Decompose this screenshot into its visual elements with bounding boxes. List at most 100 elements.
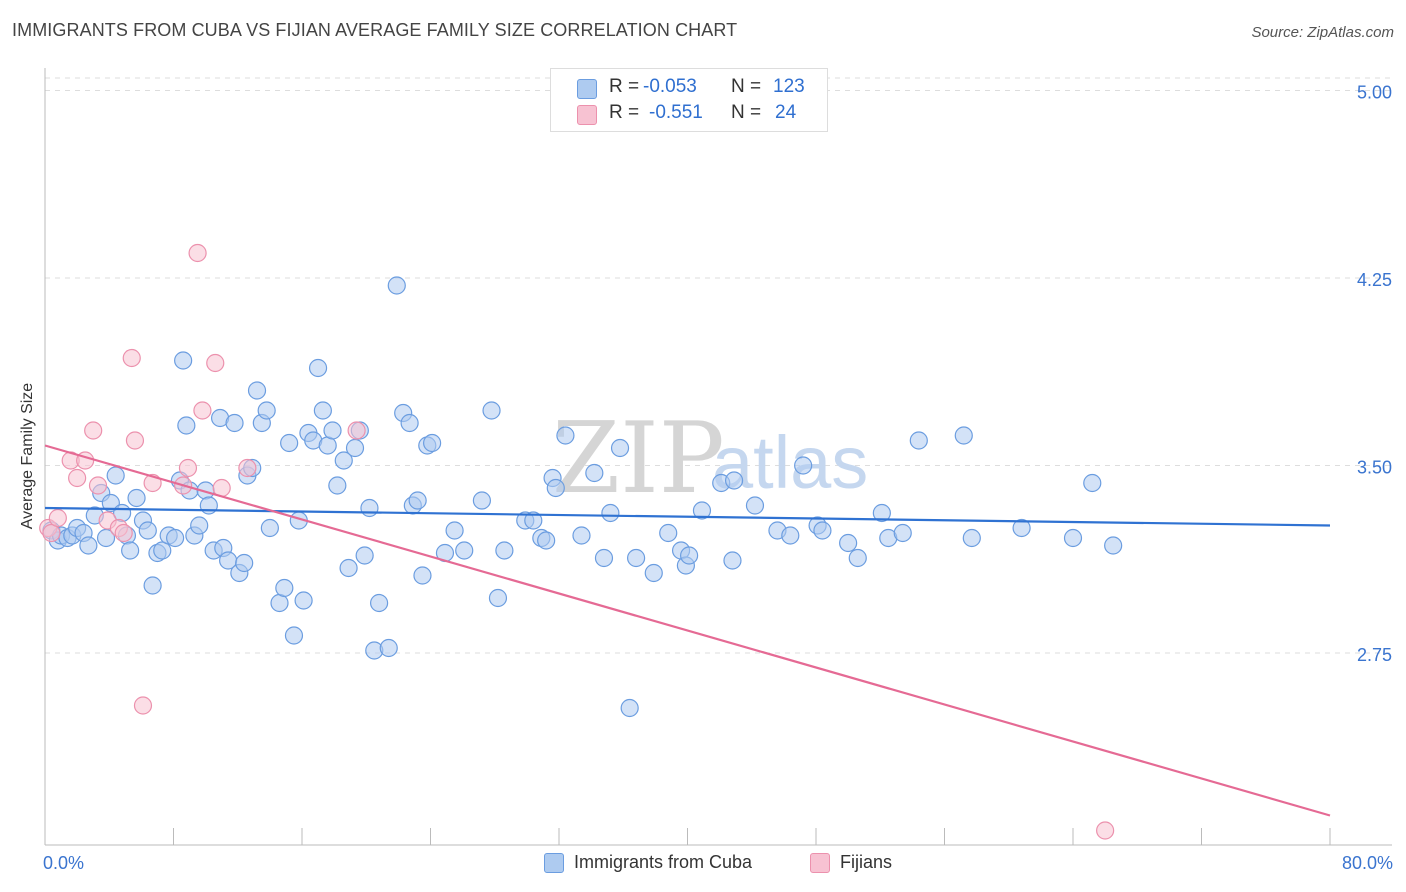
fijians-point (133, 696, 153, 715)
y-tick-label: 2.75 (1357, 645, 1392, 665)
bottom-legend-swatch-fijians (810, 853, 830, 873)
cuba-point (472, 491, 491, 510)
cuba-point (537, 531, 556, 550)
cuba-point (121, 541, 140, 560)
fijians-point (84, 421, 103, 440)
legend-r-label: R = (609, 102, 640, 123)
cuba-point (106, 466, 125, 485)
correlation-legend: R = -0.053 N = 123 R = -0.551 N = 24 (550, 68, 828, 132)
x-tick-label-left: 0.0% (43, 853, 84, 873)
fijians-point (193, 401, 212, 420)
series-fijians-points (39, 243, 1115, 840)
cuba-point (153, 541, 172, 560)
cuba-point (413, 566, 432, 585)
cuba-point (96, 528, 116, 548)
cuba-point (177, 416, 196, 435)
cuba-point (318, 436, 337, 455)
fijians-point (48, 508, 67, 528)
legend-n-label: N = (731, 102, 762, 123)
cuba-point (166, 528, 185, 548)
fijians-point (238, 458, 257, 478)
cuba-point (680, 546, 699, 565)
cuba-point (345, 438, 365, 458)
axes (44, 68, 1392, 846)
trend-lines (44, 444, 1331, 817)
cuba-point (323, 421, 342, 440)
cuba-point (594, 548, 614, 568)
watermark-zip: ZIP (552, 402, 725, 516)
cuba-point (339, 558, 358, 578)
cuba-point (659, 523, 678, 543)
x-tick-labels: 0.0% 80.0% (43, 853, 1393, 873)
cuba-point (225, 413, 244, 433)
cuba-point (294, 591, 313, 610)
cuba-point (546, 478, 565, 498)
cuba-point (723, 551, 742, 570)
fijians-point (114, 523, 133, 543)
fijians-point (188, 243, 207, 263)
x-tick-label-right: 80.0% (1342, 853, 1393, 873)
legend-n-value: 24 (775, 102, 797, 123)
legend-r-value: -0.551 (649, 102, 703, 123)
cuba-point (482, 401, 501, 420)
cuba-point (328, 476, 347, 495)
cuba-point (745, 496, 765, 515)
cuba-point (872, 503, 891, 523)
legend-r-label: R = (609, 76, 640, 97)
cuba-point (848, 548, 867, 568)
fijians-trend-line (44, 444, 1331, 817)
cuba-point (626, 548, 646, 568)
fijians-point (178, 458, 198, 478)
cuba-point (400, 413, 419, 433)
cuba-point (138, 521, 157, 540)
cuba-point (455, 541, 474, 560)
y-tick-labels: 5.00 4.25 3.50 2.75 (1357, 83, 1392, 666)
y-tick-label: 5.00 (1357, 83, 1392, 103)
cuba-point (813, 521, 832, 540)
cuba-point (280, 433, 299, 453)
cuba-point (724, 471, 744, 490)
cuba-point (308, 358, 328, 378)
cuba-point (408, 491, 427, 510)
cuba-point (247, 381, 267, 400)
cuba-point (174, 351, 193, 370)
cuba-point (524, 511, 543, 530)
cuba-point (1083, 473, 1102, 493)
cuba-point (199, 496, 218, 515)
cuba-point (270, 593, 289, 613)
cuba-point (284, 626, 304, 645)
legend-swatch-cuba (577, 79, 597, 99)
cuba-point (370, 593, 389, 613)
legend-swatch-fijians (577, 105, 597, 125)
source-label: Source: ZipAtlas.com (1251, 24, 1394, 41)
cuba-point (556, 426, 575, 445)
cuba-point (260, 518, 279, 538)
cuba-point (334, 451, 353, 470)
cuba-point (962, 528, 981, 548)
cuba-point (235, 553, 254, 573)
cuba-point (127, 488, 146, 508)
cuba-point (839, 533, 858, 553)
cuba-point (257, 401, 276, 420)
cuba-point (143, 576, 162, 595)
cuba-point (954, 426, 973, 445)
cuba-point (572, 526, 591, 545)
cuba-point (355, 546, 374, 565)
cuba-point (360, 498, 379, 518)
cuba-point (445, 521, 464, 540)
cuba-point (781, 526, 800, 545)
fijians-point (88, 476, 108, 495)
cuba-point (909, 431, 928, 450)
cuba-point (79, 536, 98, 555)
legend-n-label: N = (731, 76, 762, 97)
chart-title: IMMIGRANTS FROM CUBA VS FIJIAN AVERAGE F… (12, 20, 738, 40)
cuba-point (275, 578, 294, 598)
y-tick-label: 3.50 (1357, 458, 1392, 478)
cuba-point (423, 433, 442, 453)
fijians-point (125, 431, 145, 450)
cuba-point (379, 638, 398, 658)
cuba-point (794, 456, 813, 475)
fijians-point (206, 353, 225, 373)
fijians-point (1096, 821, 1115, 840)
watermark-atlas: atlas (712, 421, 868, 504)
